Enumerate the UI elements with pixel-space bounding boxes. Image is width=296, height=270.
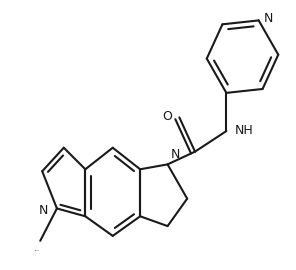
Text: NH: NH [235,124,253,137]
Text: N: N [38,204,48,217]
Text: O: O [163,110,173,123]
Text: methyl: methyl [35,249,40,251]
Text: N: N [264,12,273,25]
Text: N: N [171,148,180,161]
